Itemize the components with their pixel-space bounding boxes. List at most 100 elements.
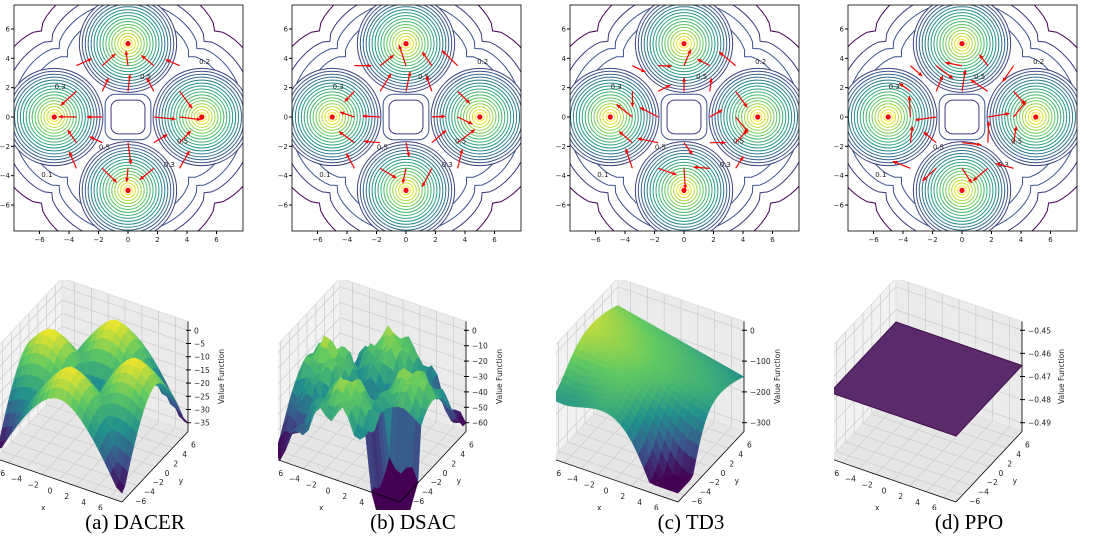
contour-line	[570, 73, 654, 161]
contour-line	[356, 5, 456, 93]
arrow-head	[672, 171, 677, 176]
y-tick-label: −2	[834, 143, 844, 151]
x-axis-label: x	[41, 503, 46, 510]
z-tick-label: −10	[472, 342, 488, 351]
contour-line	[368, 6, 444, 82]
grid-line	[836, 341, 963, 496]
arrow-head	[171, 116, 176, 121]
x-tick-label: −6	[556, 469, 561, 478]
z-tick-label: 0	[194, 326, 199, 335]
contour-level-label: 0.5	[733, 137, 744, 145]
contour-line	[392, 176, 420, 205]
x-axis-label: x	[875, 503, 880, 510]
arrow-head	[708, 78, 713, 83]
x-tick-label: −6	[868, 236, 879, 244]
arrow-head	[625, 148, 629, 153]
arrow-head	[687, 49, 692, 54]
contour-line	[294, 79, 370, 155]
arrow-head	[422, 182, 426, 187]
contour-line	[998, 79, 1074, 155]
arrow-head	[739, 156, 744, 161]
y-tick-label: −2	[0, 143, 10, 151]
arrow-head	[743, 102, 748, 108]
z-tick-label: −60	[472, 419, 488, 428]
contour-line	[371, 155, 441, 225]
contour-level-label: 0.3	[442, 161, 453, 169]
goal-marker	[199, 114, 205, 120]
x-axis-label: x	[597, 503, 602, 510]
contour-line	[99, 15, 157, 73]
arrow-head	[86, 114, 91, 119]
contour-line	[578, 85, 642, 149]
contours: 0.10.20.30.30.50.50.5	[848, 5, 1077, 231]
panel-ppo: 0.10.20.30.30.50.50.5−6−4−20246−6−4−2024…	[834, 0, 1094, 545]
arrow-head	[364, 139, 369, 144]
contour-level-label: 0.5	[377, 143, 388, 151]
x-tick-label: −4	[289, 475, 300, 484]
grid-line	[834, 309, 1023, 377]
arrow-head	[667, 64, 672, 69]
x-tick-label: −2	[584, 480, 595, 489]
y-tick-label: −2	[431, 478, 442, 487]
contour-line	[995, 76, 1077, 158]
arrow-head	[139, 175, 145, 180]
contour-line	[374, 12, 438, 76]
contour-line	[655, 161, 713, 219]
goal-marker	[885, 114, 891, 120]
arrow-head	[165, 59, 171, 63]
contour-line	[463, 100, 497, 134]
arrow-head	[967, 178, 972, 184]
contours: 0.10.20.30.30.50.50.5	[570, 5, 799, 231]
contour-line	[292, 5, 521, 231]
contour-line	[859, 88, 917, 146]
contour-line	[862, 91, 914, 143]
contour-line	[575, 82, 645, 152]
x-tick-label: 2	[989, 236, 993, 244]
contour-line	[599, 106, 622, 128]
arrow-head	[104, 78, 109, 83]
contour-line	[871, 100, 905, 134]
arrow-head	[996, 162, 1001, 167]
arrow-head	[339, 111, 345, 116]
x-tick-label: 6	[770, 236, 775, 244]
y-tick-label: 0	[562, 114, 566, 122]
x-tick-label: −2	[93, 236, 103, 244]
contour-line	[570, 5, 799, 231]
goal-marker	[681, 187, 687, 193]
y-tick-label: 0	[840, 114, 844, 122]
arrow-head	[682, 77, 687, 82]
contour-line	[924, 152, 1000, 228]
contour-plot: 0.1 0.2 0.3 0.3 0.5 0.5 0.5 −6 −4 −2 0 2 4 6 −6 −4 −2 0 2 4…	[556, 4, 800, 244]
y-tick-label: 2	[173, 459, 178, 468]
x-tick-label: 4	[741, 236, 746, 244]
arrow-head	[939, 75, 944, 81]
contour-plot: 0.1 0.2 0.3 0.3 0.5 0.5 0.5 −6 −4 −2 0 2 4 6 −6 −4 −2 0 2 4…	[278, 4, 522, 244]
arrow-head	[717, 109, 723, 114]
y-tick-label: −6	[691, 497, 702, 506]
contour-level-label: 0.5	[418, 73, 429, 81]
contour-line	[90, 6, 166, 82]
y-tick-label: 4	[562, 55, 567, 63]
arrow-head	[922, 176, 927, 181]
contour-line	[312, 97, 352, 137]
grid-line	[0, 299, 189, 367]
grid-line	[278, 301, 467, 370]
y-tick-label: 2	[562, 84, 566, 92]
contour-line	[590, 97, 630, 137]
contour-line	[676, 182, 692, 199]
x-tick-label: 6	[932, 504, 937, 510]
x-tick-label: −2	[306, 480, 317, 489]
arrow-head	[986, 121, 991, 126]
contour-level-label: 0.3	[333, 83, 344, 91]
arrow-head	[391, 174, 397, 179]
contour-line	[856, 85, 920, 149]
contour-line	[676, 35, 692, 52]
arrow-head	[146, 77, 151, 83]
y-tick-label: 2	[840, 84, 844, 92]
contour-line	[924, 6, 1000, 82]
z-tick-label: −20	[194, 379, 210, 388]
y-tick-label: −6	[278, 202, 289, 210]
contour-line	[383, 21, 429, 67]
contour-line	[368, 152, 444, 228]
